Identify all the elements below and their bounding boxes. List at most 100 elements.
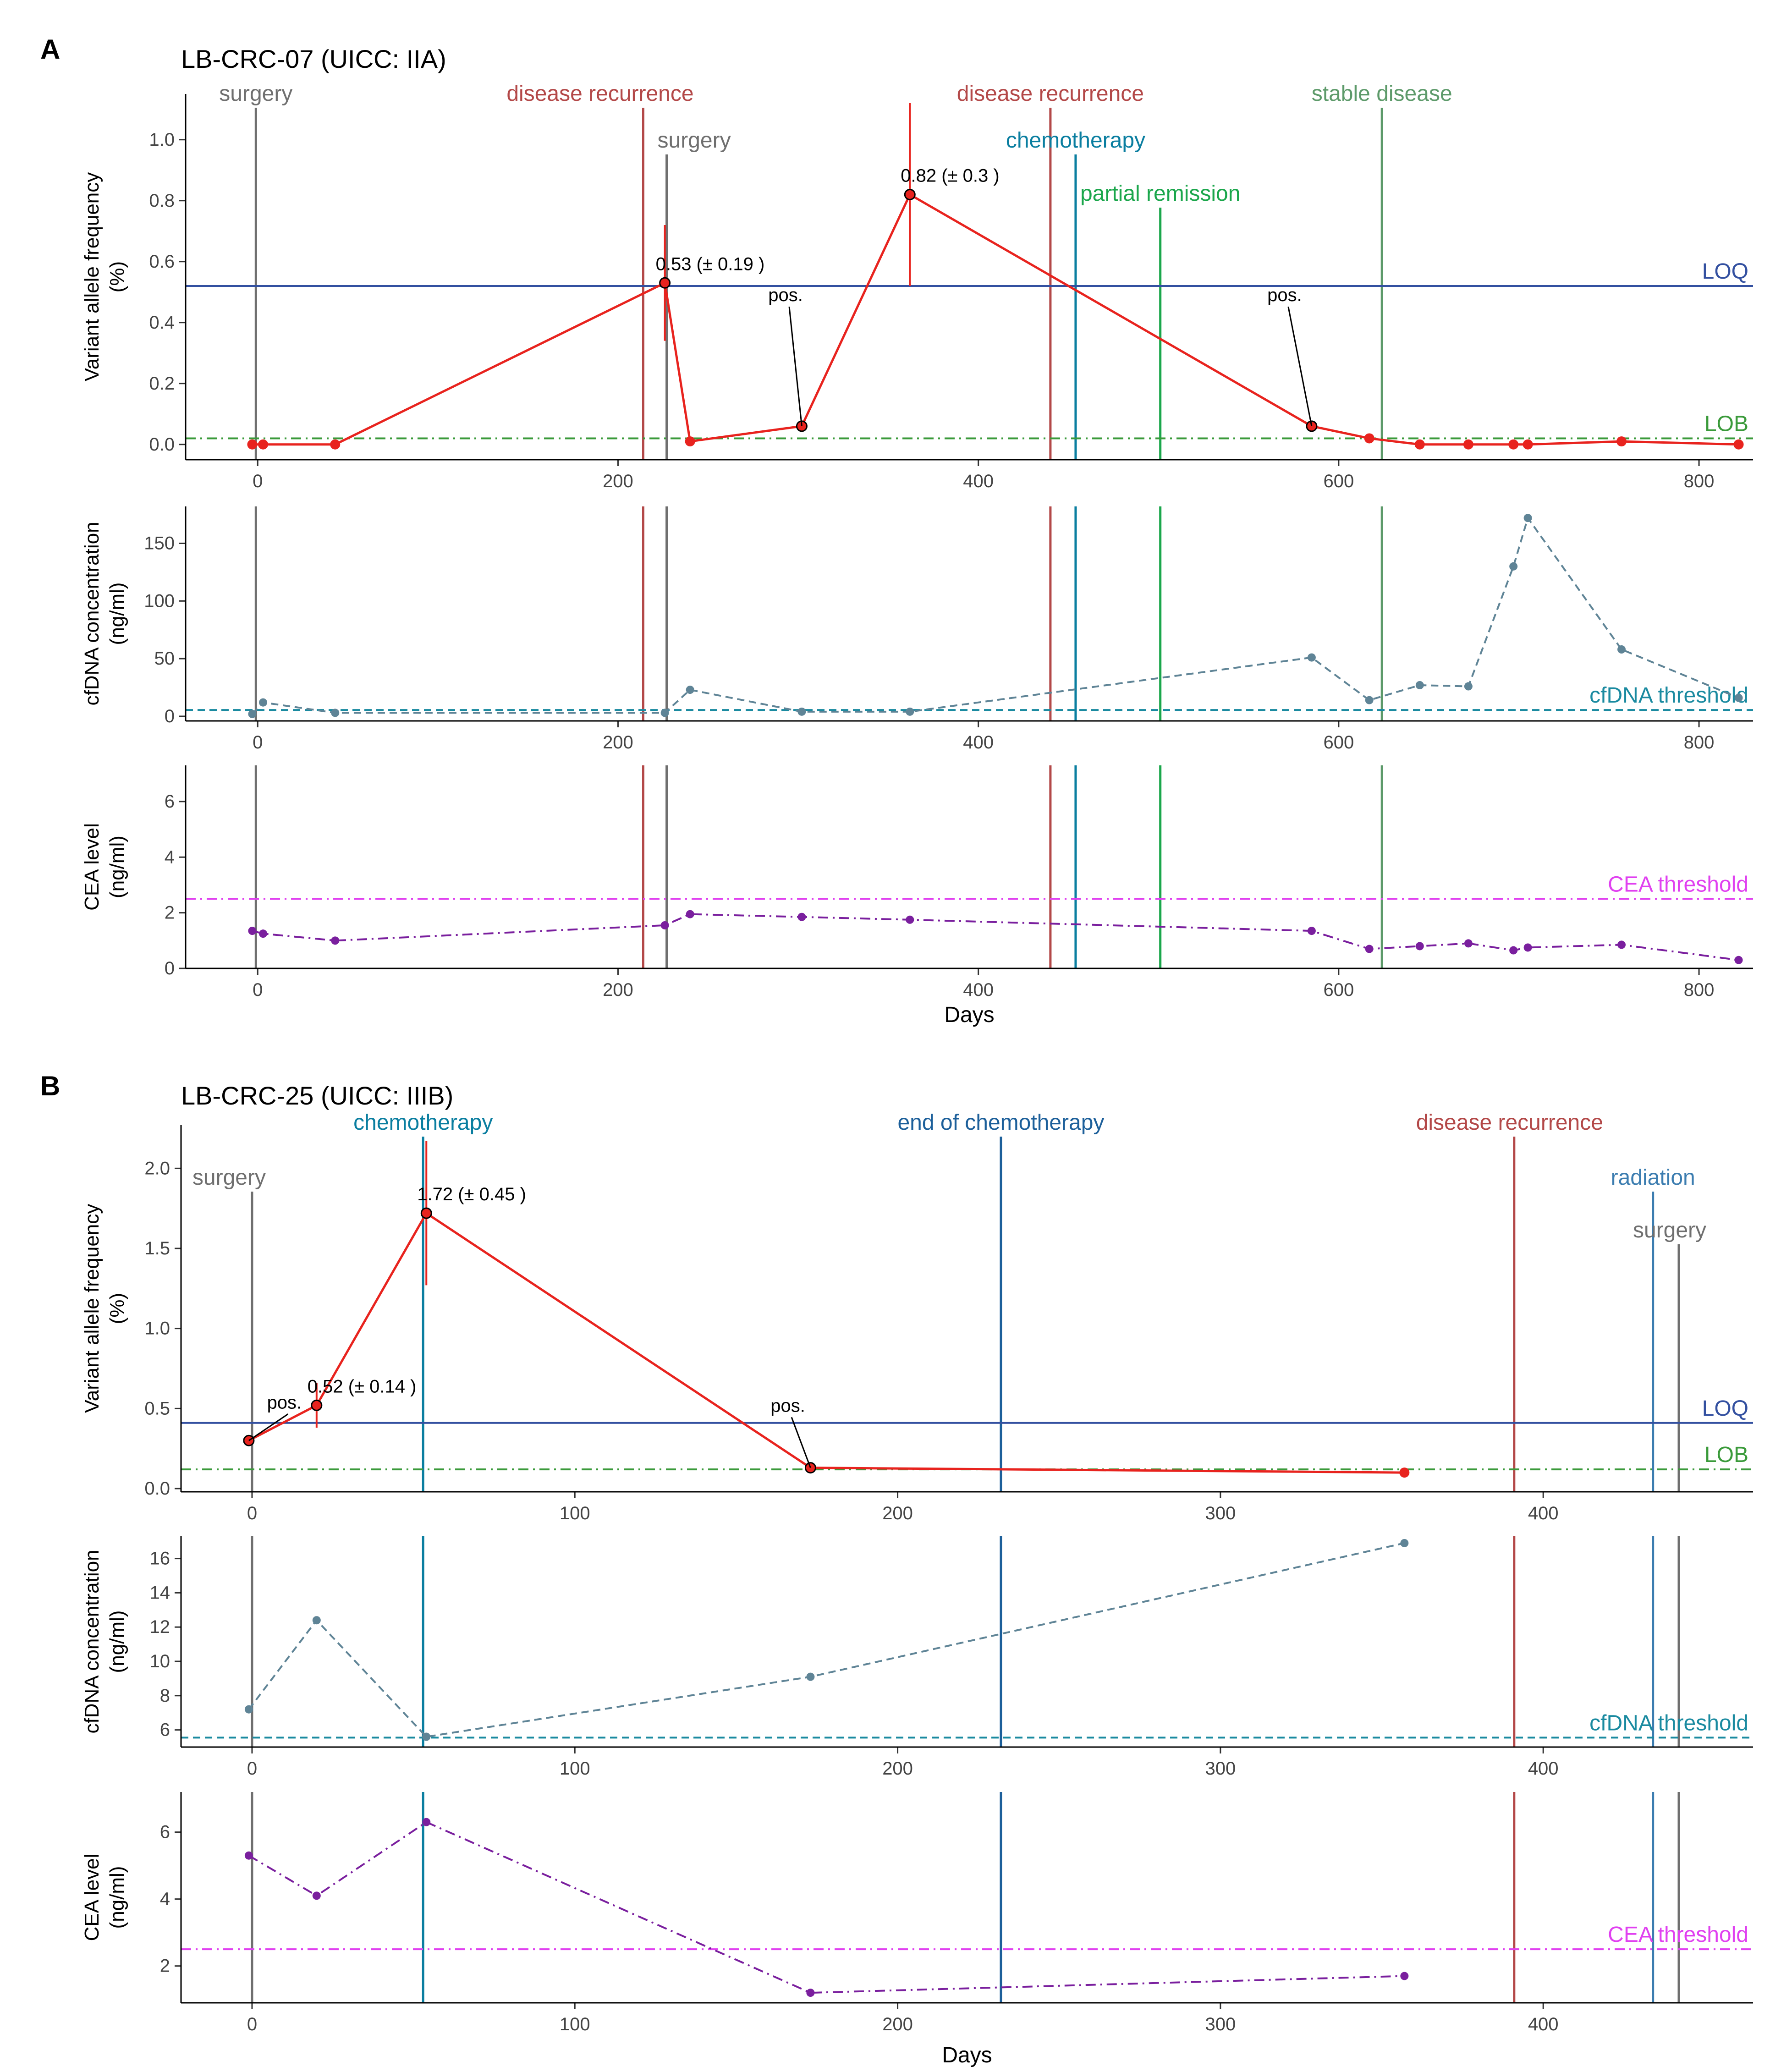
- cea-data-point: [797, 912, 806, 921]
- vaf-data-point: [685, 436, 695, 447]
- loq-label: LOQ: [1702, 1396, 1748, 1421]
- vaf-data-point: [1414, 439, 1425, 450]
- y-tick-label: 0: [165, 706, 175, 726]
- x-tick-label: 200: [603, 980, 633, 1000]
- panel-vaf: 0.0 0.5 1.0 1.5 2.0 0 100 200 300 400 Variant alle…: [81, 1110, 1753, 1523]
- y-tick-label: 12: [150, 1617, 170, 1637]
- cfdna-data-point: [660, 709, 669, 717]
- x-tick-label: 200: [603, 471, 633, 491]
- cfdna-data-point: [248, 709, 257, 718]
- pos-label: pos.: [1267, 285, 1302, 305]
- y-tick-label: 2: [160, 1956, 170, 1976]
- y-axis-label: CEA level: [81, 823, 103, 911]
- x-tick-label: 0: [247, 1503, 257, 1523]
- y-tick-label: 1.0: [144, 1319, 170, 1339]
- vaf-data-point: [420, 1207, 432, 1219]
- y-tick-label: 0: [165, 958, 175, 978]
- y-tick-label: 0.0: [144, 1478, 170, 1499]
- event-label: surgery: [192, 1165, 266, 1190]
- panel-vaf: 0.0 0.2 0.4 0.6 0.8 1.0 0 200 400 600 800 Variant a…: [81, 82, 1753, 491]
- y-axis-unit: (%): [106, 1293, 128, 1324]
- panel-cea: 2 4 6 0 100 200 300 400 CEA level (ng/ml) CEA thre…: [81, 1792, 1753, 2034]
- x-tick-label: 400: [963, 471, 994, 491]
- x-tick-label: 600: [1323, 471, 1354, 491]
- cea-data-point: [686, 910, 694, 918]
- y-tick-label: 8: [160, 1686, 170, 1706]
- chart-title: LB-CRC-25 (UICC: IIIB): [181, 1081, 453, 1110]
- y-tick-label: 0.8: [149, 191, 175, 211]
- cea-data-point: [660, 921, 669, 929]
- y-tick-label: 0.5: [144, 1398, 170, 1418]
- event-label: partial remission: [1080, 181, 1240, 206]
- y-tick-label: 50: [154, 649, 175, 669]
- vaf-data-point: [1523, 439, 1533, 450]
- y-tick-label: 14: [150, 1583, 170, 1603]
- cfdna-data-point: [1400, 1539, 1409, 1547]
- vaf-data-point: [1399, 1467, 1410, 1478]
- figure-a: A LB-CRC-07 (UICC: IIA) 0.0 0.2 0.4 0.6 0.8 1.0…: [40, 34, 1753, 1027]
- pos-pointer: [248, 1413, 289, 1441]
- cfdna-threshold-label: cfDNA threshold: [1589, 683, 1748, 708]
- y-axis-unit: (%): [106, 261, 128, 292]
- cfdna-data-point: [1617, 645, 1626, 654]
- x-tick-label: 200: [882, 1759, 913, 1779]
- x-tick-label: 600: [1323, 980, 1354, 1000]
- x-tick-label: 800: [1684, 732, 1715, 753]
- y-axis-unit: (ng/ml): [106, 835, 128, 898]
- panel-letter: A: [40, 34, 60, 65]
- y-tick-label: 2: [165, 903, 175, 923]
- x-tick-label: 300: [1205, 1759, 1236, 1779]
- x-tick-label: 0: [247, 2014, 257, 2034]
- event-label: disease recurrence: [957, 82, 1144, 106]
- vaf-data-point: [659, 277, 671, 289]
- y-axis-unit: (ng/ml): [106, 1610, 128, 1673]
- cea-data-point: [1307, 927, 1316, 935]
- x-tick-label: 400: [1528, 2014, 1559, 2034]
- x-tick-label: 800: [1684, 980, 1715, 1000]
- cfdna-data-point: [1307, 653, 1316, 662]
- vaf-data-point: [1364, 433, 1374, 444]
- event-label: disease recurrence: [1416, 1110, 1603, 1135]
- y-tick-label: 4: [160, 1889, 170, 1909]
- cea-threshold-label: CEA threshold: [1608, 872, 1748, 896]
- x-tick-label: 0: [247, 1759, 257, 1779]
- y-tick-label: 100: [144, 591, 175, 611]
- cfdna-data-point: [1464, 682, 1473, 691]
- y-tick-label: 10: [150, 1651, 170, 1671]
- cea-data-point: [806, 1989, 815, 1997]
- y-tick-label: 6: [160, 1720, 170, 1740]
- panel-cfdna: 6 8 10 12 14 16 0 100 200 300 400 cfDNA concentrati…: [81, 1536, 1753, 1779]
- y-axis-unit: (ng/ml): [106, 1866, 128, 1929]
- cfdna-data-point: [259, 698, 268, 707]
- y-axis-label: Variant allele frequency: [81, 1204, 103, 1413]
- cea-data-point: [259, 929, 268, 938]
- y-tick-label: 0.6: [149, 252, 175, 272]
- x-tick-label: 100: [560, 2014, 590, 2034]
- y-tick-label: 2.0: [144, 1158, 170, 1178]
- y-axis-label: CEA level: [81, 1854, 103, 1941]
- vaf-data-point: [1733, 439, 1744, 450]
- y-axis-label: cfDNA concentration: [81, 1550, 103, 1733]
- value-annotation: 0.82 (± 0.3 ): [901, 165, 999, 186]
- vaf-data-point: [247, 439, 258, 450]
- vaf-data-point: [311, 1399, 323, 1411]
- cea-data-point: [248, 927, 257, 935]
- cfdna-threshold-label: cfDNA threshold: [1589, 1711, 1748, 1735]
- cfdna-data-point: [1509, 562, 1518, 571]
- lob-label: LOB: [1704, 1443, 1748, 1467]
- x-tick-label: 300: [1205, 1503, 1236, 1523]
- chart-title: LB-CRC-07 (UICC: IIA): [181, 44, 446, 73]
- cfdna-data-point: [1734, 693, 1743, 702]
- vaf-data-point: [1508, 439, 1519, 450]
- x-tick-label: 200: [882, 1503, 913, 1523]
- x-tick-label: 0: [253, 980, 263, 1000]
- pos-pointer: [791, 1417, 811, 1468]
- x-tick-label: 400: [1528, 1759, 1559, 1779]
- cfdna-data-point: [797, 707, 806, 716]
- x-tick-label: 100: [560, 1759, 590, 1779]
- cea-data-point: [1415, 942, 1424, 951]
- cfdna-data-point: [906, 707, 914, 716]
- loq-label: LOQ: [1702, 259, 1748, 284]
- panel-letter: B: [40, 1071, 60, 1101]
- cea-data-point: [312, 1891, 321, 1900]
